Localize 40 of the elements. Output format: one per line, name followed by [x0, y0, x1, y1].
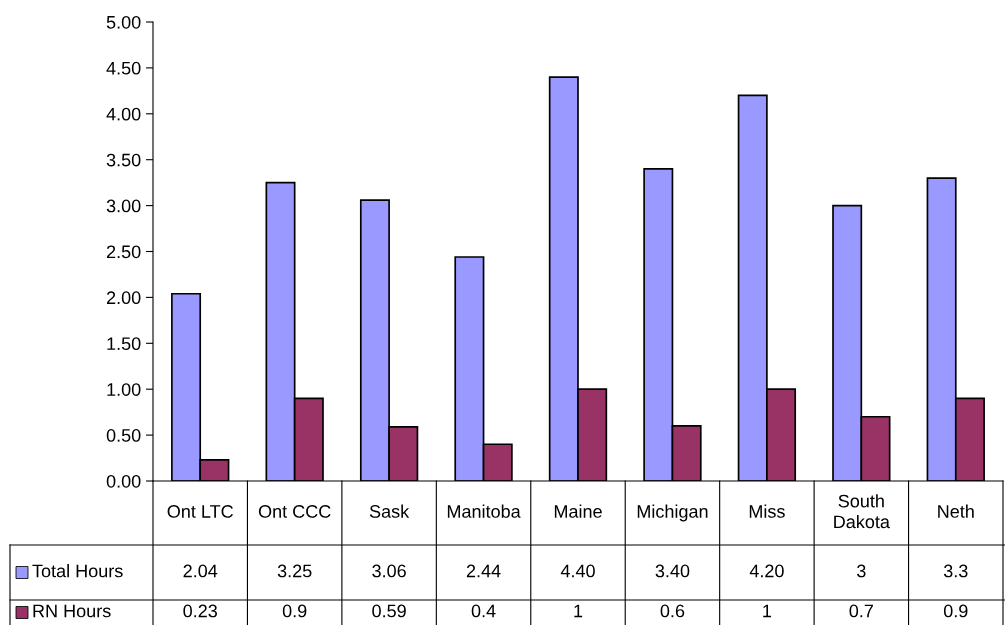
data-label: 4.40 — [560, 564, 595, 578]
y-tick-label: 3.50 — [106, 153, 141, 167]
x-tick-label: Neth — [938, 504, 974, 518]
y-tick-label: 2.50 — [106, 245, 141, 259]
legend-label: Total Hours — [32, 564, 123, 578]
x-tick-label: Michigan — [637, 504, 708, 522]
data-label: 3.3 — [943, 564, 968, 578]
y-tick-label: 2.00 — [106, 291, 141, 305]
y-tick-label: 4.50 — [106, 61, 141, 75]
data-label: 3 — [857, 564, 866, 578]
data-label: 0.4 — [471, 604, 496, 618]
data-label: 3.06 — [372, 564, 406, 578]
x-tick-label: Ont CCC — [258, 505, 331, 518]
data-label: 0.9 — [943, 604, 968, 618]
x-tick-label: Sask — [369, 504, 410, 518]
y-tick-label: 0.50 — [106, 429, 141, 442]
data-label: 3.25 — [277, 564, 312, 578]
x-tick-label: Manitoba — [447, 504, 521, 518]
y-tick-label: 4.00 — [106, 107, 141, 121]
y-tick-label: 1.50 — [107, 337, 141, 351]
y-tick-label: 0.00 — [106, 474, 141, 488]
x-tick-label: Maine — [554, 504, 602, 518]
data-label: 2.04 — [183, 564, 218, 578]
y-tick-label: 5.00 — [106, 15, 141, 29]
data-label: 4.20 — [749, 564, 784, 578]
data-label: 0.9 — [282, 604, 307, 618]
data-label: 3.40 — [655, 564, 690, 578]
x-tick-label: South Dakota — [834, 494, 890, 529]
y-tick-label: 1.00 — [107, 383, 141, 396]
data-label: 0.7 — [849, 604, 873, 618]
legend-label: RN Hours — [33, 604, 111, 618]
data-label: 1 — [574, 604, 583, 618]
x-tick-label: Ont LTC — [167, 505, 233, 518]
x-tick-label: Miss — [749, 504, 785, 518]
data-label: 0.6 — [660, 604, 685, 618]
data-label: 0.23 — [183, 604, 217, 618]
data-label: 1 — [763, 604, 772, 618]
y-tick-label: 3.00 — [106, 199, 141, 213]
data-label: 0.59 — [372, 604, 406, 618]
data-label: 2.44 — [466, 564, 501, 578]
